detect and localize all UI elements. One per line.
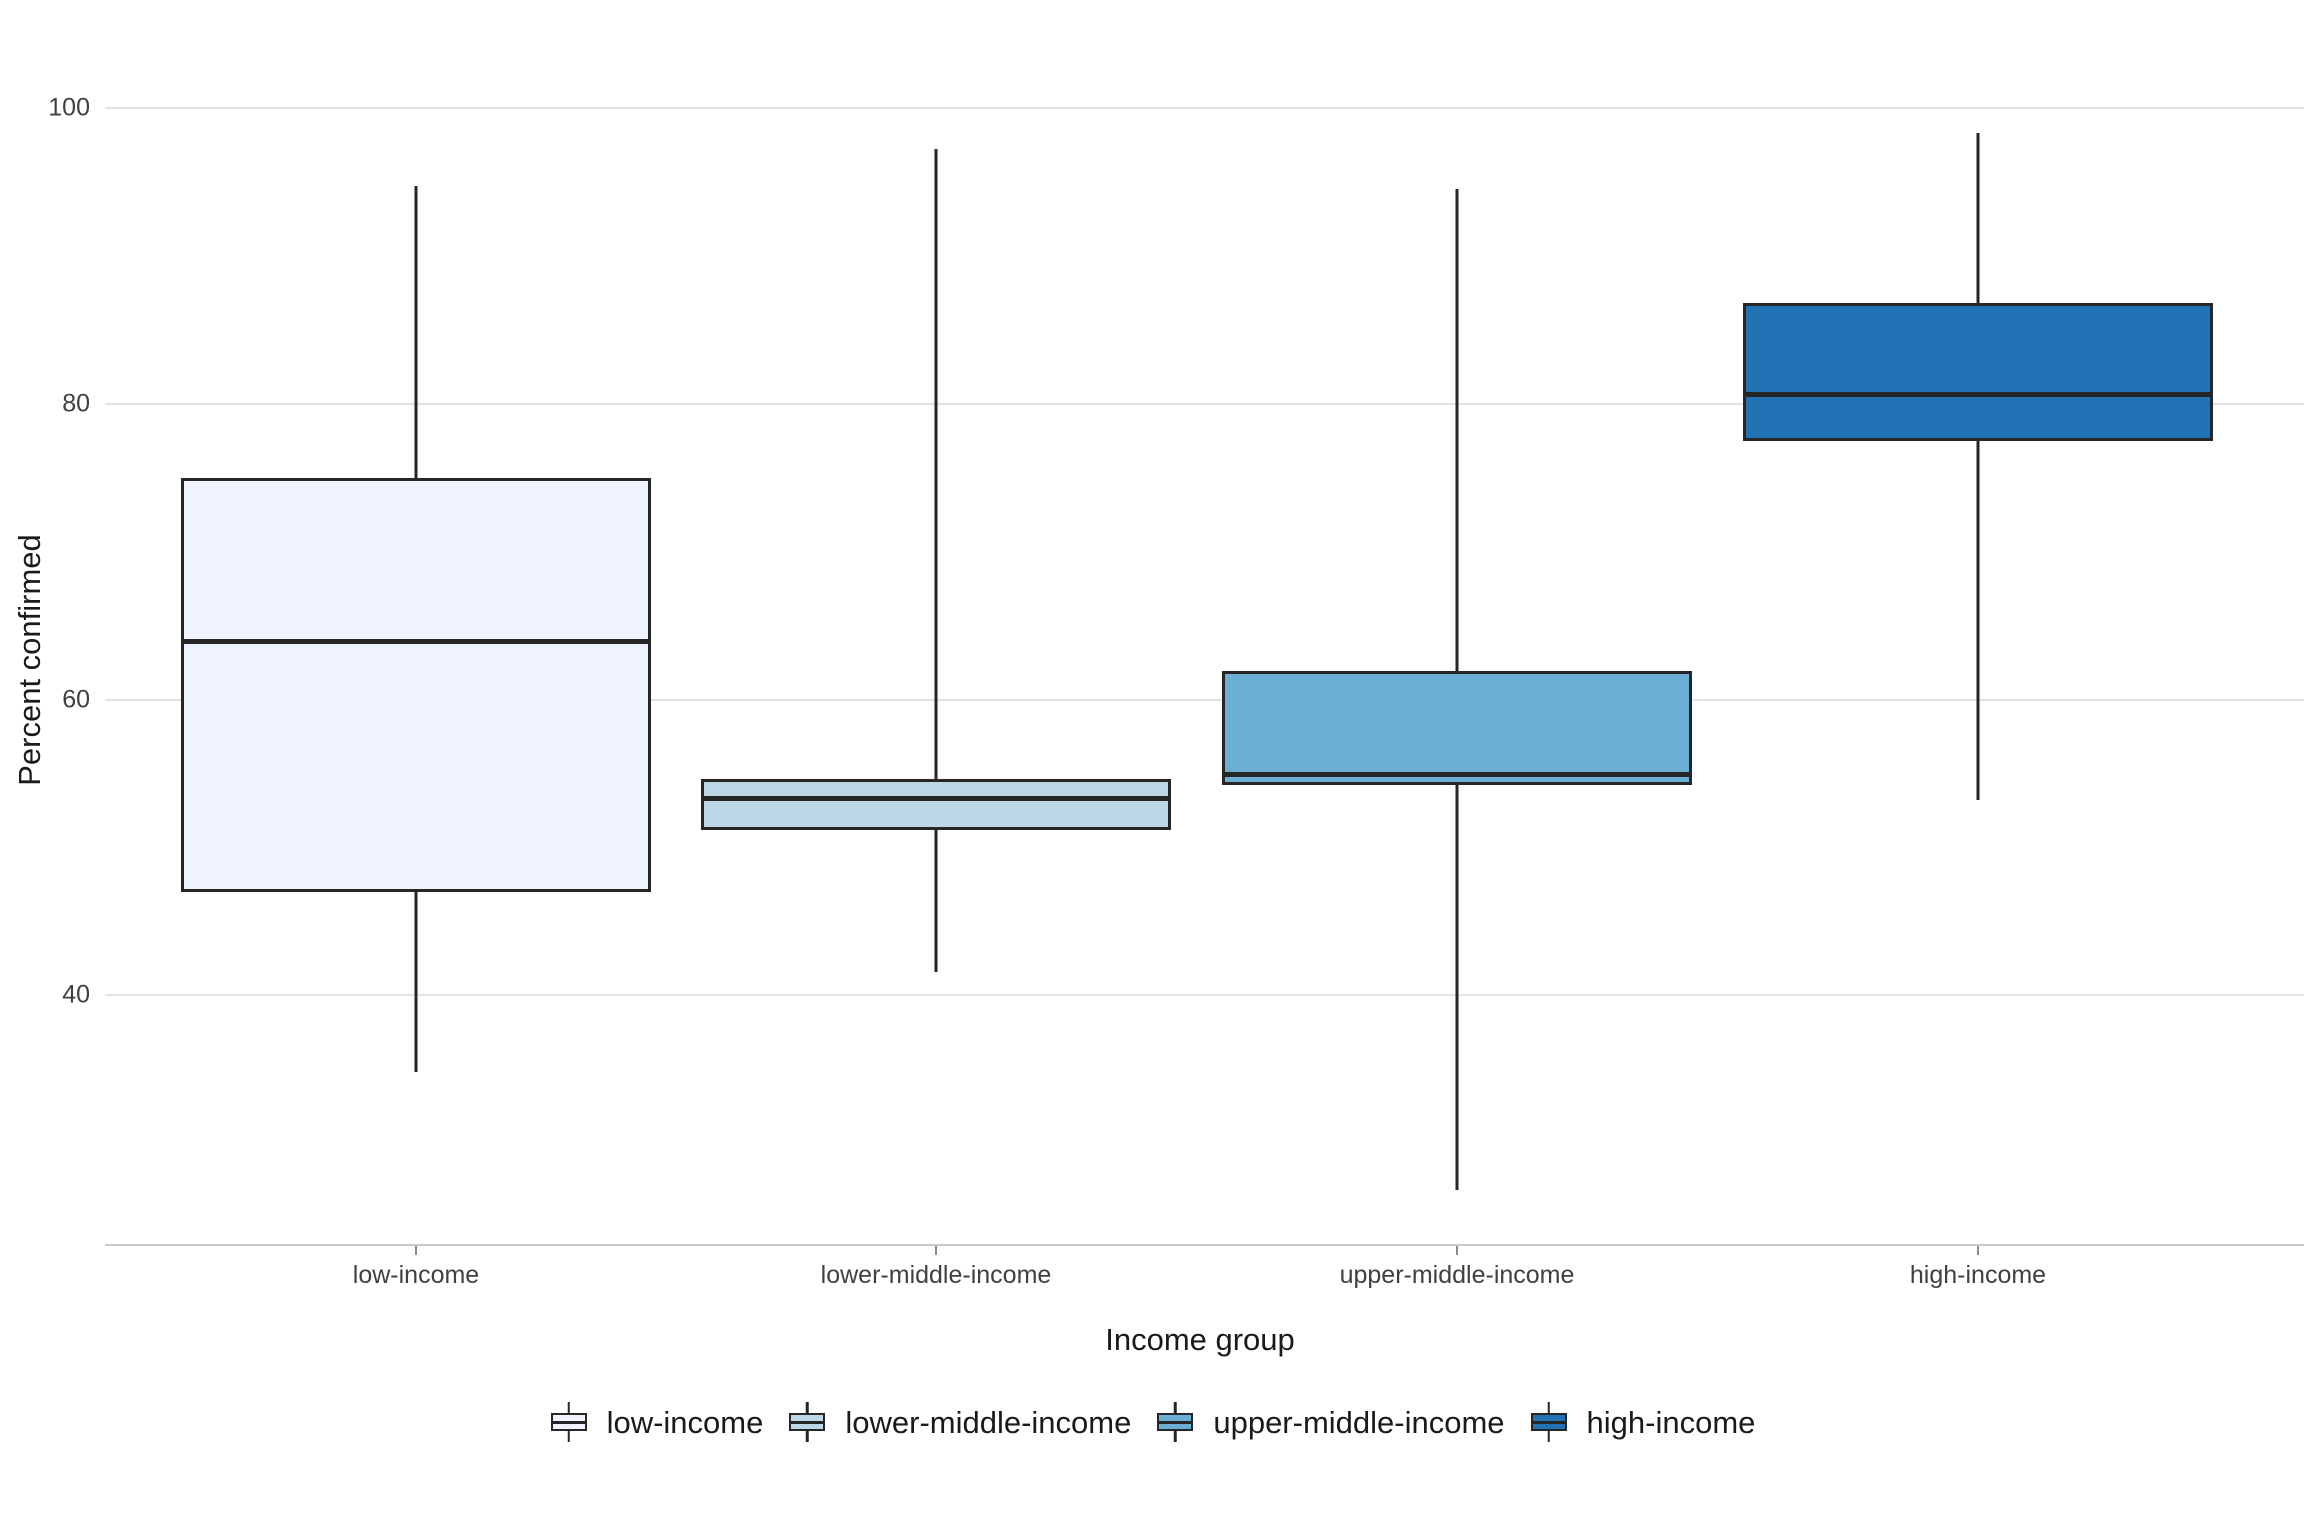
legend-median bbox=[550, 1421, 587, 1424]
whisker-lower bbox=[1976, 440, 1980, 801]
gridline-y-60 bbox=[105, 698, 2304, 701]
box-low-income bbox=[181, 477, 651, 892]
whisker-lower bbox=[1455, 785, 1459, 1191]
whisker-upper bbox=[414, 186, 418, 478]
x-axis-title: Income group bbox=[1105, 1322, 1295, 1357]
y-tick-label: 80 bbox=[62, 389, 90, 418]
y-axis-title: Percent confirmed bbox=[12, 534, 47, 786]
legend-whisker-top bbox=[806, 1402, 809, 1413]
legend-whisker-bottom bbox=[806, 1431, 809, 1442]
legend-item-lower-middle-income: lower-middle-income bbox=[787, 1400, 1131, 1444]
legend-median bbox=[1530, 1421, 1567, 1424]
legend-label: high-income bbox=[1586, 1404, 1756, 1440]
x-tick-label: upper-middle-income bbox=[1339, 1261, 1575, 1289]
legend-key-boxplot-icon bbox=[1155, 1400, 1195, 1444]
box-lower-middle-income bbox=[701, 779, 1171, 830]
legend-label: upper-middle-income bbox=[1213, 1404, 1505, 1440]
y-tick-label: 40 bbox=[62, 980, 90, 1009]
legend-whisker-bottom bbox=[1547, 1431, 1550, 1442]
legend: low-income lower-middle-income upper-middl… bbox=[0, 1391, 2304, 1453]
gridline-y-40 bbox=[105, 994, 2304, 997]
legend-key-boxplot-icon bbox=[787, 1400, 827, 1444]
legend-item-low-income: low-income bbox=[549, 1400, 764, 1444]
gridline-y-100 bbox=[105, 107, 2304, 109]
legend-item-upper-middle-income: upper-middle-income bbox=[1155, 1400, 1505, 1444]
legend-label: low-income bbox=[606, 1404, 764, 1440]
box-upper-middle-income bbox=[1222, 671, 1692, 786]
x-tick-label: low-income bbox=[352, 1261, 480, 1289]
x-tick bbox=[1456, 1246, 1458, 1255]
whisker-lower bbox=[934, 829, 938, 972]
gridline-y-80 bbox=[105, 402, 2304, 405]
median-line bbox=[704, 796, 1168, 802]
legend-item-high-income: high-income bbox=[1529, 1400, 1756, 1444]
y-tick-label: 100 bbox=[48, 93, 90, 122]
x-axis-line bbox=[105, 1244, 2304, 1246]
legend-whisker-bottom bbox=[567, 1431, 570, 1442]
x-tick-label: high-income bbox=[1909, 1261, 2047, 1289]
legend-key-boxplot-icon bbox=[549, 1400, 589, 1444]
x-tick bbox=[415, 1246, 417, 1255]
legend-whisker-top bbox=[1174, 1402, 1177, 1413]
x-tick bbox=[935, 1246, 937, 1255]
median-line bbox=[184, 639, 648, 645]
median-line bbox=[1746, 392, 2210, 398]
legend-median bbox=[1157, 1421, 1194, 1424]
x-tick-label: lower-middle-income bbox=[820, 1261, 1052, 1289]
whisker-upper bbox=[1976, 133, 1980, 304]
box-high-income bbox=[1743, 303, 2213, 441]
whisker-upper bbox=[934, 149, 938, 780]
x-tick bbox=[1977, 1246, 1979, 1255]
y-tick-label: 60 bbox=[62, 685, 90, 713]
legend-median bbox=[789, 1421, 826, 1424]
legend-whisker-bottom bbox=[1174, 1431, 1177, 1442]
legend-label: lower-middle-income bbox=[845, 1404, 1132, 1440]
legend-whisker-top bbox=[1547, 1402, 1550, 1413]
legend-whisker-top bbox=[567, 1402, 570, 1413]
whisker-upper bbox=[1455, 189, 1459, 672]
median-line bbox=[1225, 772, 1689, 778]
whisker-lower bbox=[414, 891, 418, 1073]
legend-key-boxplot-icon bbox=[1529, 1400, 1569, 1444]
